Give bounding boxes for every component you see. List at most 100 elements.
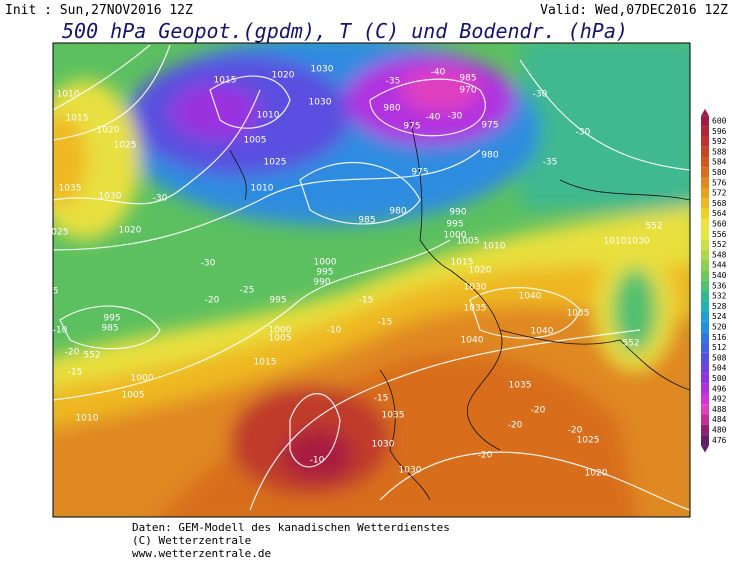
scale-label: 544 [712,261,727,270]
scale-label: 512 [712,343,727,352]
map-label: 975 [481,121,498,131]
scale-label: 520 [712,323,727,332]
map-field [53,43,690,517]
map-label: 1030 [399,466,422,476]
footer-copyright: (C) Wetterzentrale [132,534,251,547]
map-label: -10 [310,456,325,466]
map-label: 995 [103,314,120,324]
scale-box [701,393,709,405]
map-label: 1005 [122,391,145,401]
map-label: 1010 [57,90,80,100]
map-label: 985 [358,216,375,226]
scale-box [701,126,709,137]
map-label: -15 [359,296,374,306]
map-label: -20 [531,406,546,416]
map-label: 995 [269,296,286,306]
scale-label: 488 [712,405,727,414]
map-label: 1035 [382,411,405,421]
map-label: -30 [448,112,463,122]
map-label: 1020 [119,226,142,236]
map-label: 1010 [483,242,506,252]
map-label: 1035 [509,381,532,391]
scale-box [701,373,709,384]
scale-box [701,332,709,343]
scale-label: 568 [712,199,727,208]
map-label: 1030 [627,237,650,247]
map-label: 1030 [464,283,487,293]
map-label: 980 [383,104,400,114]
map-label: 1035 [59,184,82,194]
scale-box [701,239,709,250]
map-frame [52,42,691,518]
map-label: -30 [533,90,548,100]
map-label: -20 [65,348,80,358]
map-label: 995 [446,220,463,230]
map-label: -20 [205,296,220,306]
scale-label: 476 [712,436,727,445]
scale-box [701,414,709,425]
scale-label: 516 [712,333,727,342]
map-label: -20 [478,451,493,461]
map-label: 980 [481,151,498,161]
map-label: 552 [622,339,639,349]
scale-label: 584 [712,158,727,167]
map-label: 980 [389,207,406,217]
scale-box [701,424,709,436]
scale-box [701,218,709,230]
scale-box [701,342,709,353]
map-label: 1025 [577,436,600,446]
map-label: -35 [386,77,401,87]
scale-box [701,280,709,291]
map-label: 1020 [585,469,608,479]
map-title: 500 hPa Geopot.(gpdm), T (C) und Bodendr… [62,19,628,43]
scale-label: 556 [712,230,727,239]
map-label: -30 [576,128,591,138]
map-label: 990 [449,208,466,218]
scale-label: 560 [712,220,727,229]
map-label: 1025 [264,158,287,168]
scale-label: 536 [712,281,727,290]
map-label: 552 [645,222,662,232]
map-label: 1005 [457,237,480,247]
scale-label: 504 [712,364,727,373]
map-label: 1020 [97,126,120,136]
map-label: -30 [153,194,168,204]
scale-label: 532 [712,292,727,301]
scale-label: 572 [712,189,727,198]
map-label: 990 [313,278,330,288]
footer-url: www.wetterzentrale.de [132,547,271,560]
scale-label: 492 [712,395,727,404]
map-label: 1020 [272,71,295,81]
map-label: 1040 [519,292,542,302]
scale-label: 508 [712,353,727,362]
scale-box [701,270,709,281]
scale-box [701,146,709,158]
map-label: 985 [101,324,118,334]
scale-label: 548 [712,250,727,259]
scale-label: 480 [712,426,727,435]
scale-box [701,167,709,178]
map-label: 1015 [214,76,237,86]
map-label: 1040 [461,336,484,346]
scale-box [701,249,709,261]
scale-arrow-bottom [701,445,709,453]
map-label: -10 [327,326,342,336]
map-label: -35 [543,158,558,168]
map-label: -40 [431,68,446,78]
map-label: 970 [459,86,476,96]
scale-box [701,260,709,271]
init-time: Init : Sun,27NOV2016 12Z [5,3,193,18]
map-label: -20 [508,421,523,431]
map-label: 1030 [99,192,122,202]
map-label: 1025 [46,228,69,238]
map-label: 552 [83,351,100,361]
map-label: -15 [378,318,393,328]
scale-label: 496 [712,384,727,393]
scale-box [701,157,709,168]
footer-source: Daten: GEM-Modell des kanadischen Wetter… [132,521,450,534]
scale-box [701,115,709,127]
scale-label: 600 [712,117,727,126]
map-label: 1015 [66,114,89,124]
scale-label: 540 [712,271,727,280]
scale-box [701,363,709,374]
